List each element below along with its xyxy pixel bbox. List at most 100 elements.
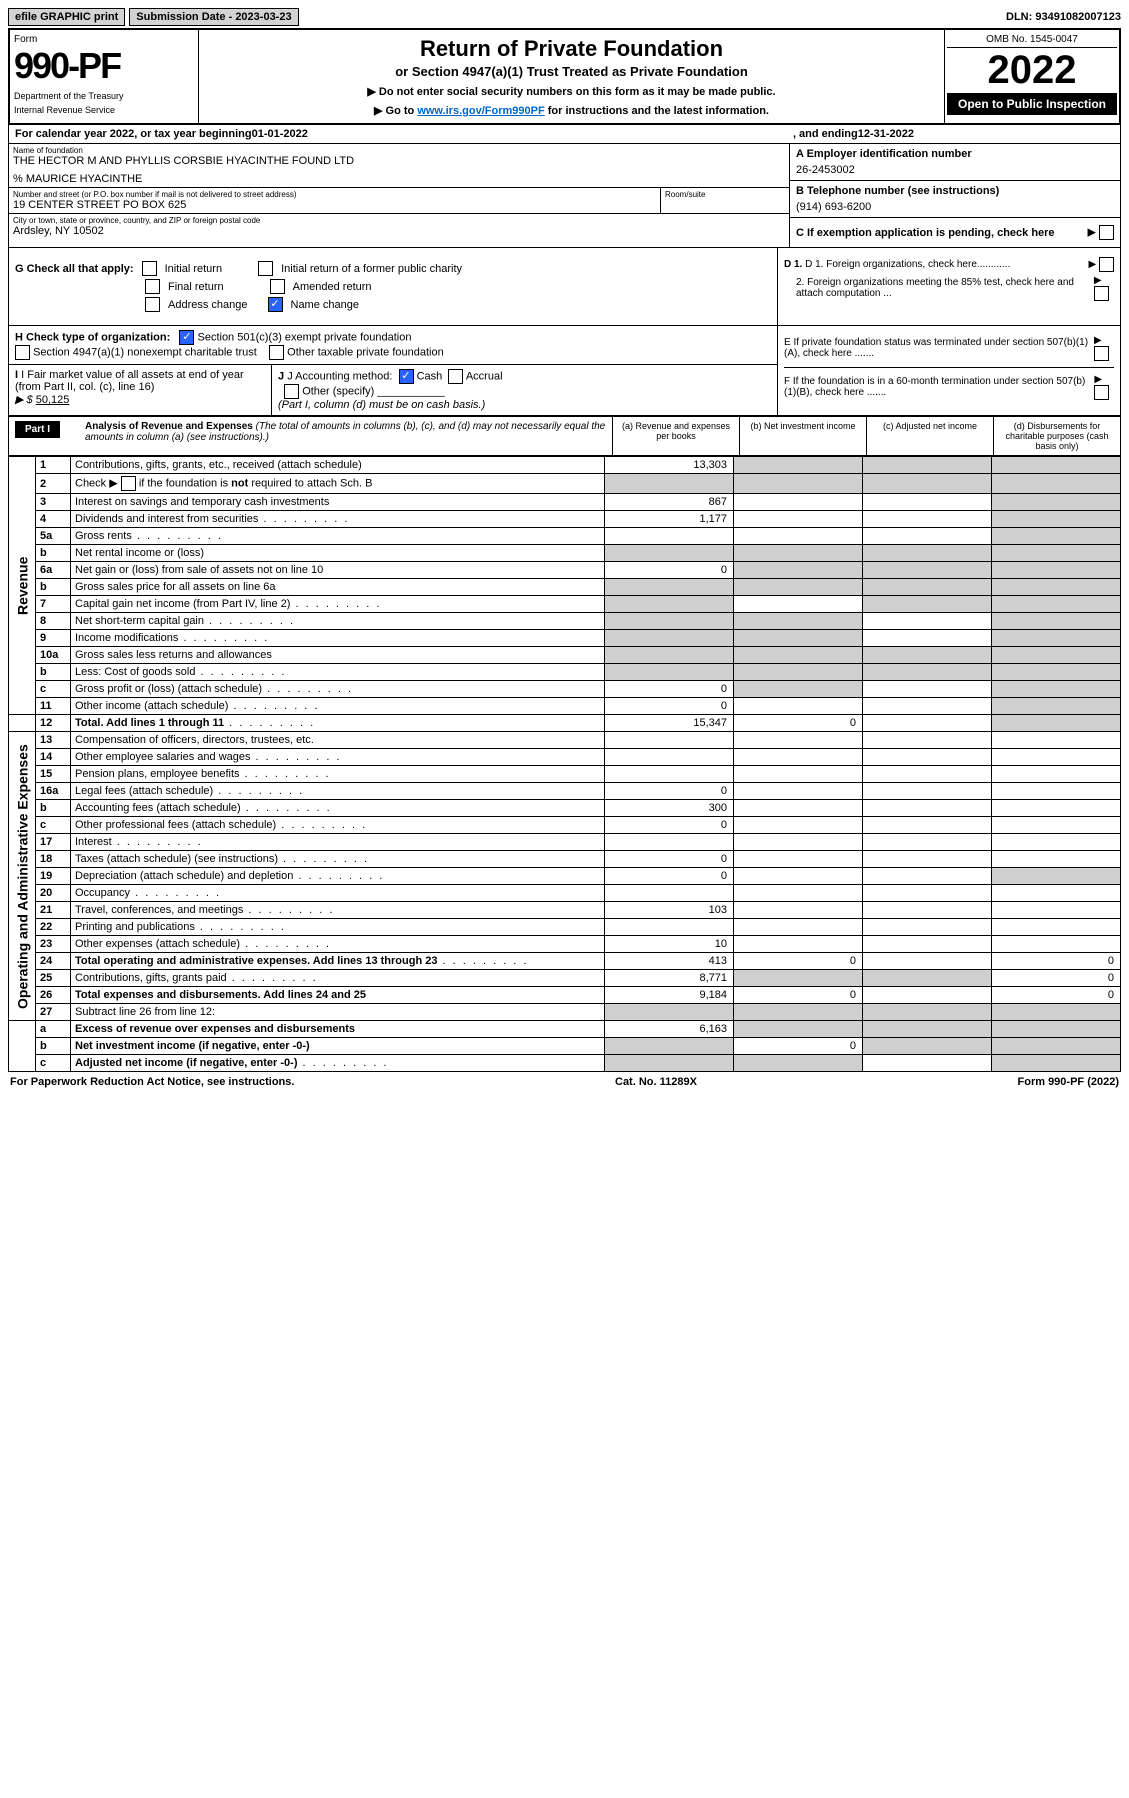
open-public-box: Open to Public Inspection: [947, 93, 1117, 115]
info-right: A Employer identification number 26-2453…: [789, 144, 1120, 247]
cb-e[interactable]: [1094, 346, 1109, 361]
row-10b: bLess: Cost of goods sold: [9, 664, 1121, 681]
top-bar: efile GRAPHIC print Submission Date - 20…: [8, 8, 1121, 26]
cb-501c3[interactable]: [179, 330, 194, 345]
cb-d2[interactable]: [1094, 286, 1109, 301]
cb-other-tax[interactable]: [269, 345, 284, 360]
row-25: 25Contributions, gifts, grants paid 8,77…: [9, 970, 1121, 987]
row-7: 7Capital gain net income (from Part IV, …: [9, 596, 1121, 613]
row-17: 17Interest: [9, 834, 1121, 851]
footer-right: Form 990-PF (2022): [1018, 1076, 1120, 1088]
header-right: OMB No. 1545-0047 2022 Open to Public In…: [944, 30, 1119, 123]
checkbox-c[interactable]: [1099, 225, 1114, 240]
row-13: Operating and Administrative Expenses 13…: [9, 732, 1121, 749]
section-e-f: E If private foundation status was termi…: [778, 326, 1120, 415]
footer-center: Cat. No. 11289X: [615, 1076, 697, 1088]
info-left: Name of foundation THE HECTOR M AND PHYL…: [9, 144, 789, 247]
part1-title-cell: Part I Analysis of Revenue and Expenses …: [9, 417, 612, 455]
row-26: 26Total expenses and disbursements. Add …: [9, 987, 1121, 1004]
dept-treasury: Department of the Treasury: [14, 91, 194, 101]
section-c: C If exemption application is pending, c…: [790, 218, 1120, 247]
cb-name-change[interactable]: [268, 297, 283, 312]
row-5a: 5aGross rents: [9, 528, 1121, 545]
row-10c: cGross profit or (loss) (attach schedule…: [9, 681, 1121, 698]
row-9: 9Income modifications: [9, 630, 1121, 647]
cb-amended[interactable]: [270, 279, 285, 294]
cb-initial[interactable]: [142, 261, 157, 276]
row-21: 21Travel, conferences, and meetings 103: [9, 902, 1121, 919]
footer-left: For Paperwork Reduction Act Notice, see …: [10, 1076, 294, 1088]
dln: DLN: 93491082007123: [1006, 11, 1121, 23]
cb-cash[interactable]: [399, 369, 414, 384]
row-16c: cOther professional fees (attach schedul…: [9, 817, 1121, 834]
row-23: 23Other expenses (attach schedule) 10: [9, 936, 1121, 953]
address-block: Number and street (or P.O. box number if…: [9, 188, 789, 214]
form-subtitle: or Section 4947(a)(1) Trust Treated as P…: [205, 64, 938, 79]
part1-columns: (a) Revenue and expenses per books (b) N…: [612, 417, 1120, 455]
tax-year: 2022: [947, 48, 1117, 93]
row-1: Revenue 1Contributions, gifts, grants, e…: [9, 457, 1121, 474]
irs-link[interactable]: www.irs.gov/Form990PF: [417, 105, 544, 117]
row-27c: cAdjusted net income (if negative, enter…: [9, 1055, 1121, 1072]
section-h-i-j: H Check type of organization: Section 50…: [8, 326, 1121, 416]
row-16a: 16aLegal fees (attach schedule) 0: [9, 783, 1121, 800]
part1-label: Part I: [15, 421, 60, 438]
form-label: Form: [14, 34, 194, 45]
cb-other-method[interactable]: [284, 384, 299, 399]
row-27b: bNet investment income (if negative, ent…: [9, 1038, 1121, 1055]
cb-4947[interactable]: [15, 345, 30, 360]
expenses-label: Operating and Administrative Expenses: [9, 732, 36, 1021]
efile-print-box[interactable]: efile GRAPHIC print: [8, 8, 125, 26]
cb-initial-former[interactable]: [258, 261, 273, 276]
row-12: 12Total. Add lines 1 through 11 15,3470: [9, 715, 1121, 732]
calendar-year-row: For calendar year 2022, or tax year begi…: [8, 125, 1121, 144]
row-27a: aExcess of revenue over expenses and dis…: [9, 1021, 1121, 1038]
col-a-header: (a) Revenue and expenses per books: [612, 417, 739, 455]
cb-f[interactable]: [1094, 385, 1109, 400]
row-16b: bAccounting fees (attach schedule) 300: [9, 800, 1121, 817]
revenue-label: Revenue: [9, 457, 36, 715]
submission-date-box: Submission Date - 2023-03-23: [129, 8, 298, 26]
row-6b: bGross sales price for all assets on lin…: [9, 579, 1121, 596]
cb-sch-b[interactable]: [121, 476, 136, 491]
instruction-2: ▶ Go to www.irs.gov/Form990PF for instru…: [205, 104, 938, 117]
instruction-1: ▶ Do not enter social security numbers o…: [205, 85, 938, 98]
row-11: 11Other income (attach schedule) 0: [9, 698, 1121, 715]
row-5b: bNet rental income or (loss): [9, 545, 1121, 562]
cb-d1[interactable]: [1099, 257, 1114, 272]
cb-address[interactable]: [145, 297, 160, 312]
irs-label: Internal Revenue Service: [14, 105, 194, 115]
row-24: 24Total operating and administrative exp…: [9, 953, 1121, 970]
row-14: 14Other employee salaries and wages: [9, 749, 1121, 766]
header-center: Return of Private Foundation or Section …: [199, 30, 944, 123]
cb-accrual[interactable]: [448, 369, 463, 384]
main-table: Revenue 1Contributions, gifts, grants, e…: [8, 456, 1121, 1072]
footer: For Paperwork Reduction Act Notice, see …: [8, 1072, 1121, 1092]
section-g: G Check all that apply: Initial return I…: [9, 248, 778, 325]
col-b-header: (b) Net investment income: [739, 417, 866, 455]
part1-header-row: Part I Analysis of Revenue and Expenses …: [8, 416, 1121, 456]
form-title: Return of Private Foundation: [205, 36, 938, 62]
header-left: Form 990-PF Department of the Treasury I…: [10, 30, 199, 123]
section-h: H Check type of organization: Section 50…: [9, 326, 777, 365]
cb-final[interactable]: [145, 279, 160, 294]
row-22: 22Printing and publications: [9, 919, 1121, 936]
form-header: Form 990-PF Department of the Treasury I…: [8, 28, 1121, 125]
row-10a: 10aGross sales less returns and allowanc…: [9, 647, 1121, 664]
city-block: City or town, state or province, country…: [9, 214, 789, 239]
hij-left: H Check type of organization: Section 50…: [9, 326, 778, 415]
foundation-info: Name of foundation THE HECTOR M AND PHYL…: [8, 144, 1121, 248]
section-i-j: I I Fair market value of all assets at e…: [9, 365, 777, 415]
row-15: 15Pension plans, employee benefits: [9, 766, 1121, 783]
col-d-header: (d) Disbursements for charitable purpose…: [993, 417, 1120, 455]
row-2: 2Check ▶ if the foundation is not requir…: [9, 474, 1121, 494]
section-d: D 1. D 1. Foreign organizations, check h…: [778, 248, 1120, 325]
row-4: 4Dividends and interest from securities …: [9, 511, 1121, 528]
row-27: 27Subtract line 26 from line 12:: [9, 1004, 1121, 1021]
row-19: 19Depreciation (attach schedule) and dep…: [9, 868, 1121, 885]
row-6a: 6aNet gain or (loss) from sale of assets…: [9, 562, 1121, 579]
row-18: 18Taxes (attach schedule) (see instructi…: [9, 851, 1121, 868]
row-3: 3Interest on savings and temporary cash …: [9, 494, 1121, 511]
ein-block: A Employer identification number 26-2453…: [790, 144, 1120, 181]
name-block: Name of foundation THE HECTOR M AND PHYL…: [9, 144, 789, 188]
